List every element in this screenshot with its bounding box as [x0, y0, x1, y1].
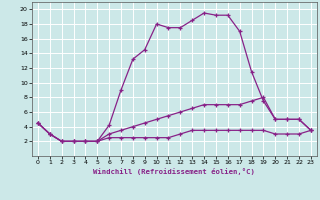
X-axis label: Windchill (Refroidissement éolien,°C): Windchill (Refroidissement éolien,°C): [93, 168, 255, 175]
